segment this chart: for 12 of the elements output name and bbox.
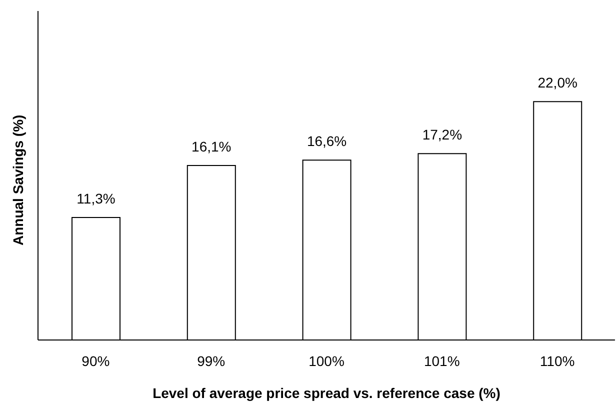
data-label: 11,3% [76,190,116,207]
data-label: 17,2% [422,126,462,143]
x-tick-label: 100% [308,352,344,369]
data-label: 16,1% [192,138,232,155]
x-tick-label: 101% [424,352,460,369]
x-tick-label: 110% [540,352,575,369]
data-label: 22,0% [538,74,578,91]
y-axis-title: Annual Savings (%) [10,114,26,246]
data-label: 16,6% [306,133,347,150]
x-axis-title: Level of average price spread vs. reference case (%) [152,385,500,401]
x-tick-label: 90% [82,352,110,369]
x-tick-label: 99% [197,352,226,369]
